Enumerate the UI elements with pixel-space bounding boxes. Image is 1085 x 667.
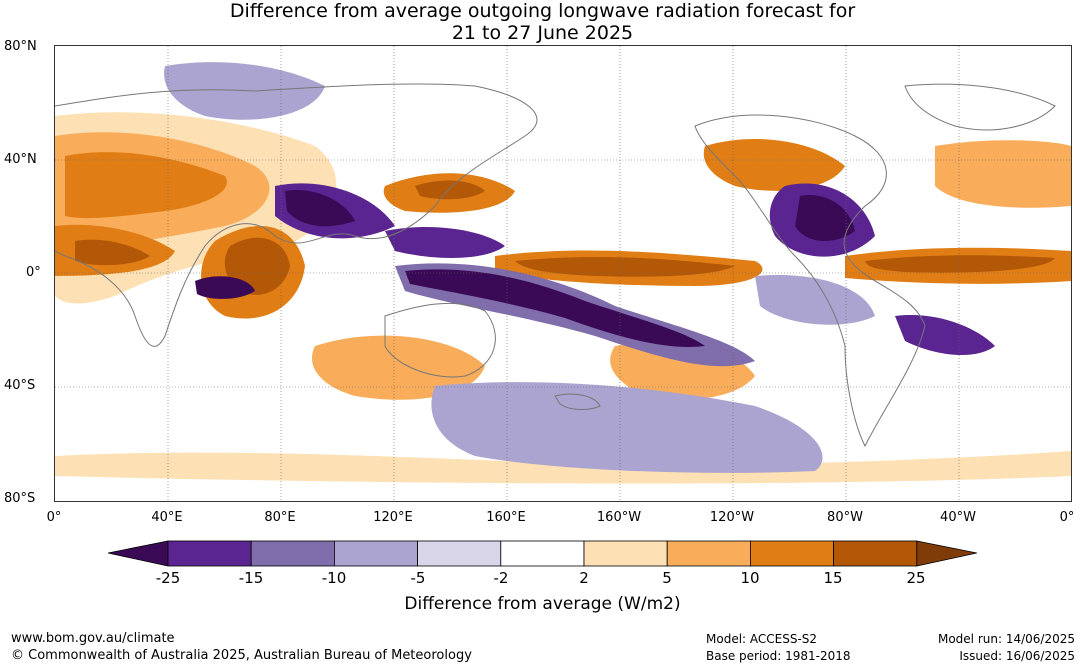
colorbar-segment	[833, 540, 918, 567]
colorbar-segment	[333, 540, 418, 567]
lon-label-160e: 160°E	[486, 510, 526, 525]
footer-model-run: Model run: 14/06/2025	[937, 632, 1075, 646]
lon-label-0-west: 0°	[46, 510, 62, 525]
gridlines	[55, 46, 1071, 501]
footer-base-period: Base period: 1981-2018	[706, 649, 851, 663]
footer-copyright: © Commonwealth of Australia 2025, Austra…	[11, 648, 472, 663]
colorbar-segment	[417, 540, 502, 567]
colorbar-extend-low	[108, 540, 169, 567]
lon-label-120w: 120°W	[709, 510, 755, 525]
colorbar-tick-label: 15	[823, 569, 843, 587]
colorbar-tick-label: -10	[321, 569, 347, 587]
negative-anomalies	[164, 62, 995, 473]
chart-title-line2: 21 to 27 June 2025	[451, 22, 634, 44]
colorbar-tick-label: 25	[906, 569, 926, 587]
colorbar	[108, 540, 977, 567]
colorbar-tick-label: -5	[410, 569, 426, 587]
colorbar-title: Difference from average (W/m2)	[404, 594, 681, 614]
colorbar-segment	[666, 540, 751, 567]
colorbar-extend-high	[916, 540, 977, 567]
lat-label-40n: 40°N	[4, 152, 37, 167]
colorbar-segment	[750, 540, 835, 567]
colorbar-segment	[583, 540, 668, 567]
lon-label-120e: 120°E	[373, 510, 413, 525]
colorbar-segment	[250, 540, 335, 567]
lat-label-80s: 80°S	[4, 491, 36, 506]
colorbar-tick-label: -15	[238, 569, 264, 587]
lon-label-40e: 40°E	[151, 510, 183, 525]
chart-title-line1: Difference from average outgoing longwav…	[229, 0, 856, 22]
colorbar-tick-label: -2	[493, 569, 509, 587]
positive-anomalies	[55, 112, 1071, 484]
lat-label-equator: 0°	[26, 265, 41, 280]
colorbar-tick-label: 5	[662, 569, 672, 587]
lon-label-0-east: 0°	[1059, 510, 1075, 525]
colorbar-tick-label: 2	[579, 569, 589, 587]
colorbar-segment	[167, 540, 252, 567]
lon-label-80w: 80°W	[827, 510, 863, 525]
lat-label-40s: 40°S	[4, 378, 36, 393]
map-field	[55, 46, 1071, 501]
lon-label-160w: 160°W	[596, 510, 642, 525]
footer-model: Model: ACCESS-S2	[706, 632, 818, 646]
lat-label-80n: 80°N	[4, 39, 37, 54]
lon-label-80e: 80°E	[264, 510, 296, 525]
colorbar-tick-label: -25	[155, 569, 181, 587]
olr-anomaly-map	[54, 45, 1072, 502]
coastlines	[55, 83, 1056, 448]
footer-website: www.bom.gov.au/climate	[11, 631, 175, 646]
lon-label-40w: 40°W	[940, 510, 976, 525]
footer-issued: Issued: 16/06/2025	[959, 649, 1075, 663]
colorbar-tick-label: 10	[740, 569, 760, 587]
colorbar-segment	[500, 540, 585, 567]
